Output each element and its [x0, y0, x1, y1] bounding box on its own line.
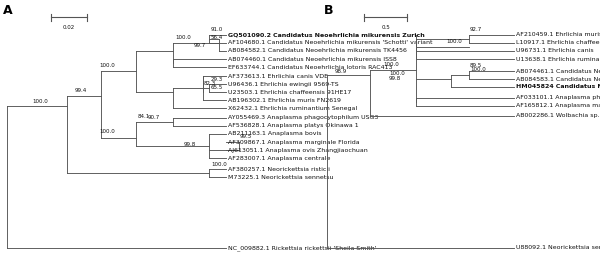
Text: GQ501090.2 Candidatus Neoehrlichia mikurensis Zurich: GQ501090.2 Candidatus Neoehrlichia mikur…: [228, 32, 425, 37]
Text: 100.0: 100.0: [470, 67, 486, 72]
Text: 89.5: 89.5: [470, 63, 482, 68]
Text: 29.3: 29.3: [210, 77, 223, 82]
Text: AF283007.1 Anaplasma centrale: AF283007.1 Anaplasma centrale: [228, 156, 331, 161]
Text: 99.4: 99.4: [75, 89, 87, 94]
Text: 100.0: 100.0: [100, 63, 115, 68]
Text: 99.5: 99.5: [239, 134, 251, 139]
Text: AB084582.1 Candidatus Neoehrlichia mikurensis TK4456: AB084582.1 Candidatus Neoehrlichia mikur…: [228, 48, 407, 53]
Text: AF309867.1 Anaplasma marginale Florida: AF309867.1 Anaplasma marginale Florida: [228, 140, 360, 145]
Text: 100.0: 100.0: [446, 39, 462, 44]
Text: 90.7: 90.7: [148, 115, 160, 120]
Text: AF210459.1 Ehrlichia muris: AF210459.1 Ehrlichia muris: [516, 32, 600, 37]
Text: AF165812.1 Anaplasma marginale: AF165812.1 Anaplasma marginale: [516, 103, 600, 108]
Text: 92.7: 92.7: [470, 27, 482, 32]
Text: 100.0: 100.0: [383, 62, 399, 67]
Text: AB196302.1 Ehrlichia muris FN2619: AB196302.1 Ehrlichia muris FN2619: [228, 98, 341, 103]
Text: 99.8: 99.8: [389, 76, 401, 81]
Text: 99.7: 99.7: [193, 43, 206, 48]
Text: 100.0: 100.0: [211, 162, 227, 167]
Text: AF380257.1 Neorickettsia risticii: AF380257.1 Neorickettsia risticii: [228, 167, 330, 172]
Text: 56.4: 56.4: [210, 35, 223, 40]
Text: 0.5: 0.5: [382, 25, 390, 30]
Text: M73225.1 Neorickettsia sennetsu: M73225.1 Neorickettsia sennetsu: [228, 175, 334, 180]
Text: U96436.1 Ehrlichia ewingii 9569-TS: U96436.1 Ehrlichia ewingii 9569-TS: [228, 82, 339, 87]
Text: X62432.1 Ehrlichia ruminantium Senegal: X62432.1 Ehrlichia ruminantium Senegal: [228, 106, 358, 111]
Text: U96731.1 Ehrlichia canis: U96731.1 Ehrlichia canis: [516, 48, 593, 53]
Text: NC_009882.1 Rickettsia rickettsii 'Sheila Smith': NC_009882.1 Rickettsia rickettsii 'Sheil…: [228, 245, 377, 251]
Text: 0.02: 0.02: [62, 25, 75, 30]
Text: 100.0: 100.0: [32, 99, 48, 105]
Text: U88092.1 Neorickettsia sennetsu: U88092.1 Neorickettsia sennetsu: [516, 246, 600, 250]
Text: 100.0: 100.0: [175, 35, 191, 40]
Text: A: A: [3, 4, 13, 17]
Text: U13638.1 Ehrlichia ruminantium: U13638.1 Ehrlichia ruminantium: [516, 57, 600, 61]
Text: 99.8: 99.8: [184, 142, 196, 147]
Text: 82.3: 82.3: [203, 81, 215, 86]
Text: HM045824 Candidatus Neoehrlichia mikurensis Zurich: HM045824 Candidatus Neoehrlichia mikuren…: [516, 85, 600, 89]
Text: 100.0: 100.0: [389, 71, 405, 76]
Text: AJ613051.1 Anaplasma ovis Zhangjiaochuan: AJ613051.1 Anaplasma ovis Zhangjiaochuan: [228, 148, 368, 153]
Text: AF104680.1 Candidatus Neoehrlichia mikurensis 'Schotti' variant: AF104680.1 Candidatus Neoehrlichia mikur…: [228, 40, 433, 45]
Text: AB074461.1 Candidatus Neoehrlichia mikurensis ISS8: AB074461.1 Candidatus Neoehrlichia mikur…: [516, 69, 600, 73]
Text: AF373613.1 Ehrlichia canis VDE: AF373613.1 Ehrlichia canis VDE: [228, 74, 328, 79]
Text: U23503.1 Ehrlichia chaffeensis 91HE17: U23503.1 Ehrlichia chaffeensis 91HE17: [228, 90, 352, 95]
Text: 98.9: 98.9: [335, 69, 347, 73]
Text: L10917.1 Ehrlichia chaffeensis: L10917.1 Ehrlichia chaffeensis: [516, 40, 600, 45]
Text: 84.1: 84.1: [138, 114, 150, 119]
Text: AF033101.1 Anaplasma phagocytophilum: AF033101.1 Anaplasma phagocytophilum: [516, 95, 600, 100]
Text: EF633744.1 Candidatus Neoehrlichia lotoris RAC413: EF633744.1 Candidatus Neoehrlichia lotor…: [228, 65, 393, 69]
Text: AB074460.1 Candidatus Neoehrlichia mikurensis ISS8: AB074460.1 Candidatus Neoehrlichia mikur…: [228, 57, 397, 61]
Text: 91.0: 91.0: [210, 27, 223, 32]
Text: B: B: [324, 4, 333, 17]
Text: 65.5: 65.5: [210, 85, 223, 90]
Text: AB002286.1 Wolbachia sp. group B: AB002286.1 Wolbachia sp. group B: [516, 113, 600, 118]
Text: 100.0: 100.0: [100, 129, 115, 134]
Text: AY055469.3 Anaplasma phagocytophilum USG3: AY055469.3 Anaplasma phagocytophilum USG…: [228, 115, 379, 120]
Text: AF536828.1 Anaplasma platys Okinawa 1: AF536828.1 Anaplasma platys Okinawa 1: [228, 123, 359, 128]
Text: AB211163.1 Anaplasma bovis: AB211163.1 Anaplasma bovis: [228, 131, 322, 136]
Text: AB084583.1 Candidatus Neoehrlichia mikurensis TK4456: AB084583.1 Candidatus Neoehrlichia mikur…: [516, 77, 600, 81]
